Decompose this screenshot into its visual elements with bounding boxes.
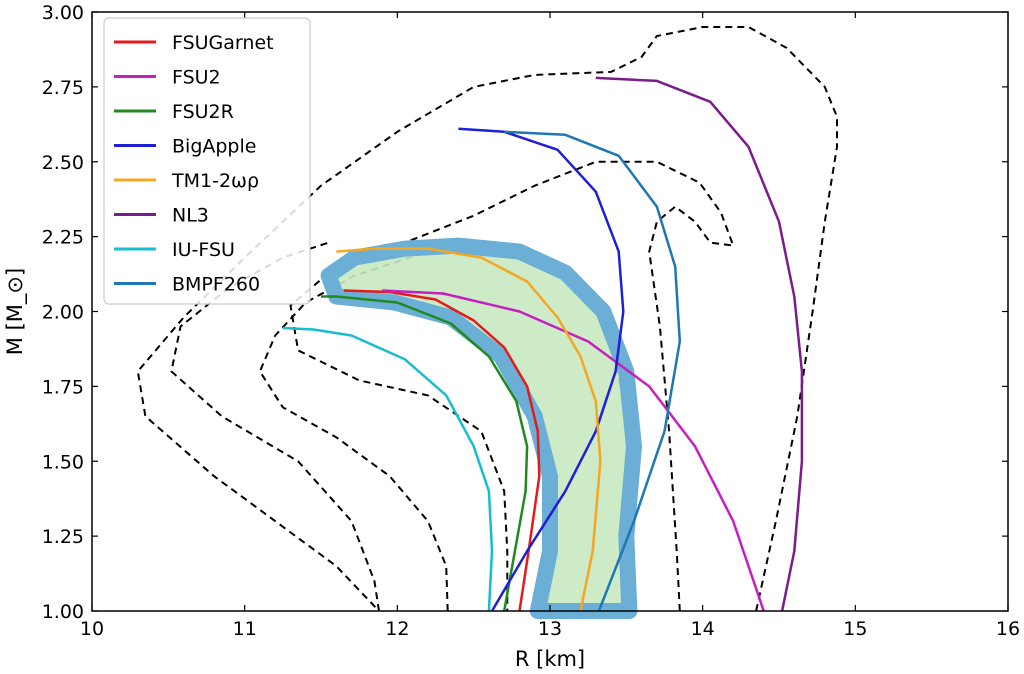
legend-label: IU-FSU	[172, 239, 235, 261]
y-axis-title: M [M_⊙]	[3, 268, 28, 355]
series-line-tm1-2-	[336, 247, 602, 612]
legend-label: FSU2	[172, 67, 221, 89]
y-tick-label: 2.50	[42, 152, 84, 174]
y-tick-label: 2.25	[42, 227, 84, 249]
legend-box	[103, 17, 311, 305]
x-tick-label: 13	[538, 618, 562, 640]
legend-label: FSU2R	[172, 101, 234, 123]
series-line-bmpf260	[504, 130, 682, 612]
y-tick-label: 1.00	[42, 601, 84, 623]
legend-label: TM1-2ωρ	[171, 170, 259, 192]
x-tick-label: 15	[843, 618, 867, 640]
series-line-bigapple	[458, 127, 625, 612]
x-tick-label: 14	[691, 618, 715, 640]
tick-layer: 10 11 12 13 14 15 16 1.00 1.25 1.50 1.75 2.00 2.25 2.…	[42, 2, 1020, 640]
x-axis-title: R [km]	[515, 647, 585, 671]
x-tick-label: 10	[80, 618, 104, 640]
y-tick-label: 2.00	[42, 302, 84, 324]
legend-label: BigApple	[172, 136, 256, 158]
series-line-fsu2	[382, 289, 765, 612]
series-layer	[282, 76, 804, 612]
confidence-band	[320, 237, 642, 619]
dashed-contour-3	[289, 160, 735, 612]
y-tick-label: 1.25	[42, 526, 84, 548]
y-tick-label: 2.75	[42, 77, 84, 99]
y-tick-label: 3.00	[42, 2, 84, 24]
series-line-iu-fsu	[282, 326, 494, 612]
x-tick-label: 16	[996, 618, 1020, 640]
series-line-fsu2r	[321, 295, 529, 612]
series-line-fsugarnet	[343, 289, 541, 612]
band-layer	[320, 237, 642, 619]
y-tick-label: 1.50	[42, 451, 84, 473]
x-tick-label: 12	[385, 618, 409, 640]
x-tick-label: 11	[233, 618, 257, 640]
legend-label: BMPF260	[172, 274, 260, 296]
legend-label: FSUGarnet	[172, 32, 274, 54]
y-tick-label: 1.75	[42, 376, 84, 398]
dashed-contour-4	[136, 26, 838, 612]
legend: FSUGarnet FSU2 FSU2R BigApple TM1-2ωρ NL3 IU-F…	[103, 17, 311, 305]
series-line-nl3	[595, 76, 804, 612]
legend-label: NL3	[172, 205, 209, 227]
